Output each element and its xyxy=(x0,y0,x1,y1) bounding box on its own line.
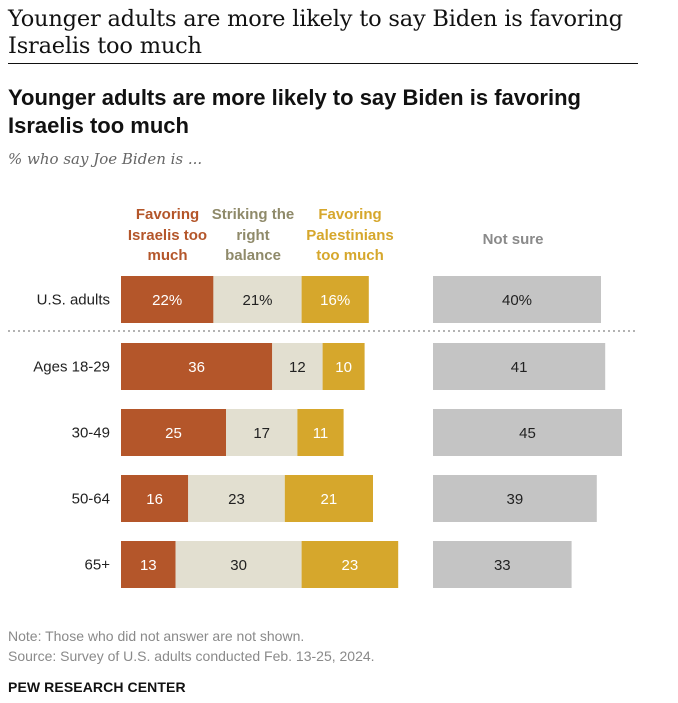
bar-striking-the-right-balance xyxy=(175,541,302,588)
category-label: 50-64 xyxy=(72,491,110,508)
bar-favoring-israelis-too-much xyxy=(121,276,214,323)
data-label: 41 xyxy=(511,359,528,376)
data-label: 39 xyxy=(507,491,524,508)
bar-not-sure xyxy=(433,541,572,588)
data-label: 45 xyxy=(519,425,536,442)
heading-divider xyxy=(8,63,638,64)
legend-favoring-palestinians: Favoring Palestinians too much xyxy=(306,206,394,264)
data-label: 23 xyxy=(342,557,359,574)
data-label: 33 xyxy=(494,557,511,574)
data-label: 13 xyxy=(140,557,157,574)
bar-not-sure xyxy=(433,276,601,323)
footer-source: Source: Survey of U.S. adults conducted … xyxy=(8,648,375,664)
category-label: 65+ xyxy=(85,557,111,574)
bar-not-sure xyxy=(433,475,597,522)
bar-favoring-israelis-too-much xyxy=(121,409,226,456)
data-label: 16% xyxy=(320,292,350,309)
data-label: 10 xyxy=(335,359,352,376)
data-label: 40% xyxy=(502,292,532,309)
bar-striking-the-right-balance xyxy=(213,276,302,323)
page-heading: Younger adults are more likely to say Bi… xyxy=(8,6,623,59)
bar-favoring-israelis-too-much xyxy=(121,475,189,522)
data-label: 16 xyxy=(146,491,163,508)
data-label: 12 xyxy=(289,359,306,376)
bar-favoring-palestinians-too-much xyxy=(297,409,344,456)
bar-not-sure xyxy=(433,343,606,390)
brand-footer: PEW RESEARCH CENTER xyxy=(8,679,186,695)
data-label: 21 xyxy=(321,491,338,508)
bar-striking-the-right-balance xyxy=(272,343,323,390)
bar-striking-the-right-balance xyxy=(226,409,298,456)
bar-favoring-palestinians-too-much xyxy=(301,541,399,588)
data-label: 22% xyxy=(152,292,182,309)
data-label: 17 xyxy=(253,425,270,442)
data-label: 23 xyxy=(228,491,245,508)
bar-favoring-israelis-too-much xyxy=(121,343,273,390)
data-label: 21% xyxy=(242,292,272,309)
category-label: 30-49 xyxy=(72,425,110,442)
category-label: U.S. adults xyxy=(37,292,110,309)
bar-favoring-israelis-too-much xyxy=(121,541,176,588)
chart-subtitle: % who say Joe Biden is ... xyxy=(8,150,203,168)
legend-right-balance: Striking the right balance xyxy=(211,206,295,264)
legend-favoring-israelis: Favoring Israelis too much xyxy=(127,206,208,264)
data-label: 30 xyxy=(230,557,247,574)
bar-favoring-palestinians-too-much xyxy=(301,276,369,323)
bar-not-sure xyxy=(433,409,622,456)
data-label: 25 xyxy=(165,425,182,442)
legend-not-sure: Not sure xyxy=(482,231,544,248)
bar-favoring-palestinians-too-much xyxy=(284,475,373,522)
data-label: 36 xyxy=(188,359,205,376)
bar-favoring-palestinians-too-much xyxy=(322,343,365,390)
chart-title: Younger adults are more likely to say Bi… xyxy=(8,85,581,138)
bar-striking-the-right-balance xyxy=(188,475,285,522)
category-label: Ages 18-29 xyxy=(33,359,110,376)
footer-note: Note: Those who did not answer are not s… xyxy=(8,628,305,644)
data-label: 11 xyxy=(313,425,329,442)
